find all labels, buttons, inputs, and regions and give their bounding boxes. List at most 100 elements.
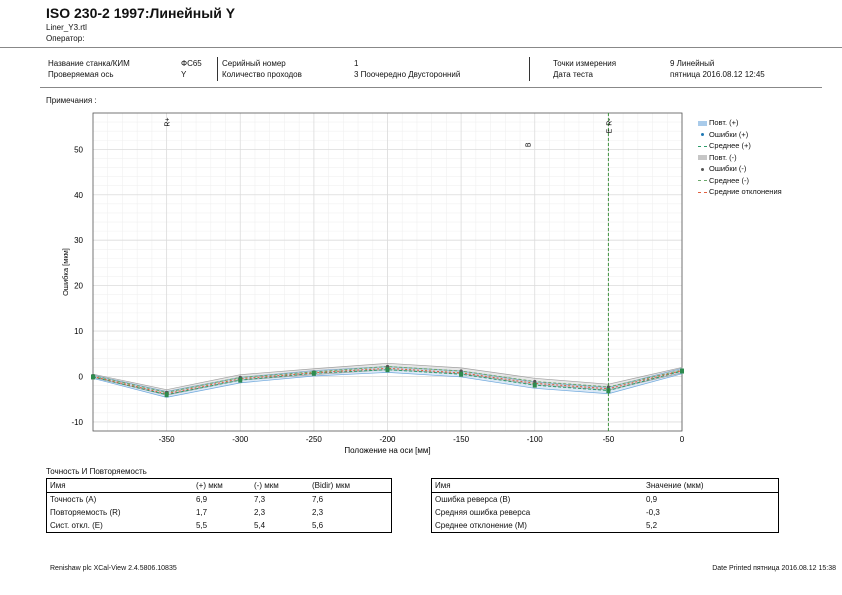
legend-entry: Средние отклонения	[698, 187, 782, 196]
machine-value: ФС65	[181, 59, 202, 68]
table-row: Точность (A) 6,9 7,3 7,6	[47, 493, 392, 507]
report-title: ISO 230-2 1997:Линейный Y	[46, 5, 236, 21]
table-cell: Среднее отклонение (M)	[435, 521, 527, 530]
y-tick-label: 50	[74, 145, 83, 154]
legend-swatch	[701, 167, 704, 171]
marker-label: R-	[606, 118, 613, 126]
x-tick-label: -150	[453, 435, 470, 444]
y-tick-label: 10	[74, 327, 83, 336]
footer-software: Renishaw plc XCal-View 2.4.5806.10835	[50, 565, 177, 572]
table-row: Сист. откл. (E) 5,5 5,4 5,6	[47, 519, 392, 533]
table-cell: 5,6	[312, 521, 324, 530]
table-row: Средняя ошибка реверса -0,3	[432, 506, 779, 519]
legend-entry: Среднее (+)	[698, 141, 751, 150]
x-tick-label: 0	[680, 435, 685, 444]
legend-label: Повт. (+)	[709, 118, 739, 127]
operator-label: Оператор:	[46, 34, 85, 43]
axis-value: Y	[181, 70, 187, 79]
passes-label: Количество проходов	[222, 70, 302, 79]
y-tick-label: 40	[74, 191, 83, 200]
header-divider	[0, 47, 842, 48]
accuracy-table-title: Точность И Повторяемость	[46, 467, 147, 476]
y-tick-label: 0	[79, 372, 84, 381]
marker-label: B	[525, 142, 532, 147]
x-tick-label: -250	[306, 435, 323, 444]
plot-frame	[92, 112, 683, 432]
legend-entry: Ошибки (+)	[698, 130, 748, 139]
table-cell: 7,3	[254, 495, 266, 504]
table-cell: 5,5	[196, 521, 208, 530]
x-tick-label: -100	[527, 435, 544, 444]
legend-label: Средние отклонения	[709, 187, 782, 196]
mean-marker	[532, 382, 537, 388]
legend-swatch	[698, 145, 707, 147]
mean-marker	[680, 368, 684, 374]
data-point	[606, 385, 610, 389]
legend-label: Повт. (-)	[709, 152, 737, 162]
mean-marker	[164, 392, 169, 398]
mean-marker	[311, 370, 316, 376]
table-cell: 2,3	[312, 508, 324, 517]
machine-label: Название станка/КИМ	[48, 59, 130, 68]
table-cell: 0,9	[646, 495, 658, 504]
mean-marker	[385, 367, 390, 373]
x-tick-label: -300	[232, 435, 249, 444]
axis-label: Проверяемая ось	[48, 70, 114, 79]
legend-swatch	[698, 191, 707, 193]
table-row: Среднее отклонение (M) 5,2	[432, 519, 779, 533]
data-point	[533, 379, 537, 384]
serial-label: Серийный номер	[222, 59, 286, 68]
table-cell: 7,6	[312, 495, 324, 504]
x-tick-label: -200	[379, 435, 396, 444]
info-divider-line	[40, 87, 822, 88]
passes-value: 3 Поочередно Двусторонний	[354, 70, 461, 79]
footer-print-date: Date Printed пятница 2016.08.12 15:38	[712, 565, 836, 572]
table-row: Повторяемость (R) 1,7 2,3 2,3	[47, 506, 392, 519]
info-divider	[529, 57, 530, 81]
table-cell: Средняя ошибка реверса	[435, 508, 531, 517]
y-tick-label: 30	[74, 236, 83, 245]
legend-swatch	[698, 120, 707, 126]
table-cell: 2,3	[254, 508, 266, 517]
marker-label: R+	[165, 118, 172, 127]
y-axis-label: Ошибка [мкм]	[61, 248, 70, 296]
file-name: Liner_Y3.rtl	[46, 23, 87, 32]
table-row: Ошибка реверса (B) 0,9	[432, 493, 779, 507]
table-header: Значение (мкм)	[643, 478, 779, 493]
table-cell: Повторяемость (R)	[50, 508, 121, 517]
notes-label: Примечания :	[46, 96, 97, 105]
x-tick-label: -350	[159, 435, 176, 444]
table-cell: Ошибка реверса (B)	[435, 495, 511, 504]
reversal-table: Имя Значение (мкм) Ошибка реверса (B) 0,…	[431, 478, 779, 533]
accuracy-table: Имя (+) мкм (-) мкм (Bidir) мкм Точность…	[46, 478, 392, 533]
table-cell: 5,2	[646, 521, 658, 530]
legend-entry: Среднее (-)	[698, 176, 749, 185]
table-header: Имя	[46, 478, 193, 493]
date-label: Дата теста	[553, 70, 593, 79]
x-tick-label: -50	[603, 435, 615, 444]
legend-swatch	[701, 133, 704, 137]
table-header: Имя	[431, 478, 643, 493]
marker-label: E	[606, 129, 613, 134]
legend-label: Ошибки (-)	[709, 164, 747, 173]
y-tick-label: -10	[71, 418, 83, 427]
table-cell: -0,3	[646, 508, 660, 517]
legend-entry: Повт. (+)	[698, 118, 739, 127]
mean-marker	[459, 371, 464, 377]
date-value: пятница 2016.08.12 12:45	[670, 70, 765, 79]
points-label: Точки измерения	[553, 59, 617, 68]
legend-label: Ошибки (+)	[709, 129, 749, 139]
table-cell: 5,4	[254, 521, 266, 530]
series-line	[92, 365, 683, 393]
table-cell: Точность (A)	[50, 495, 97, 504]
table-header: (-) мкм	[251, 478, 309, 493]
legend-label: Среднее (-)	[709, 175, 750, 185]
legend-swatch	[698, 155, 707, 161]
legend-label: Среднее (+)	[709, 141, 751, 150]
table-cell: Сист. откл. (E)	[50, 521, 103, 530]
x-axis-label: Положение на оси [мм]	[344, 446, 430, 455]
table-cell: 1,7	[196, 508, 208, 517]
info-divider	[217, 57, 218, 81]
table-header: (Bidir) мкм	[309, 478, 392, 493]
